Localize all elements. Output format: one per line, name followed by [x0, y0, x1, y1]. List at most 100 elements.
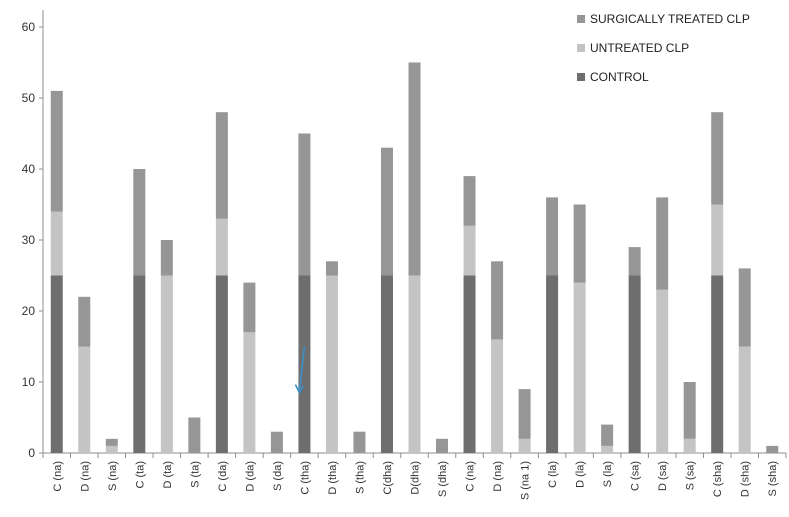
y-tick-label: 0	[28, 446, 35, 460]
x-tick-label: C (la)	[547, 461, 559, 488]
bar-segment-untreated-clp-20	[601, 445, 614, 453]
bar-segment-surgically-treated-clp-5	[188, 417, 201, 453]
x-tick-label: S (la)	[602, 461, 614, 487]
y-tick-label: 10	[22, 375, 36, 389]
bar-segment-untreated-clp-4	[160, 275, 173, 453]
legend-label: UNTREATED CLP	[590, 41, 689, 55]
bar-segment-control-9	[298, 275, 311, 453]
bar-segment-untreated-clp-15	[463, 225, 476, 276]
x-tick-label: C (na)	[52, 461, 64, 492]
legend-swatch	[577, 15, 585, 23]
bar-segment-control-15	[463, 275, 476, 453]
x-tick-label: C (sha)	[712, 461, 724, 497]
x-tick-label: S (sa)	[685, 461, 697, 490]
legend-label: SURGICALLY TREATED CLP	[590, 12, 750, 26]
legend: SURGICALLY TREATED CLP UNTREATED CLP CONTR…	[577, 12, 750, 84]
bar-segment-surgically-treated-clp-15	[463, 176, 476, 226]
bar-segment-untreated-clp-13	[408, 275, 421, 453]
bar-segment-surgically-treated-clp-1	[78, 296, 91, 347]
bar-segment-surgically-treated-clp-24	[711, 112, 724, 205]
x-tick-label: D (ta)	[162, 461, 174, 489]
x-tick-label: S (na)	[107, 461, 119, 491]
x-tick-label: C (tha)	[299, 461, 311, 495]
bar-segment-untreated-clp-25	[738, 346, 751, 453]
axes-layer: 0 10 20 30 40 50 60 C (na) D (na) S (na) C (ta) D (…	[22, 10, 787, 500]
bar-segment-control-18	[546, 275, 559, 453]
bar-segment-surgically-treated-clp-23	[683, 382, 696, 439]
x-tick-label: C (sa)	[630, 461, 642, 491]
bar-segment-untreated-clp-10	[325, 275, 338, 453]
annotation-arrow	[294, 346, 306, 395]
x-tick-label: S (sha)	[767, 461, 779, 496]
x-tick-label: D (sa)	[657, 461, 669, 491]
x-tick-label: S (ta)	[189, 461, 201, 488]
bar-segment-surgically-treated-clp-16	[491, 261, 504, 340]
bar-segment-surgically-treated-clp-19	[573, 204, 586, 283]
bar-segment-untreated-clp-19	[573, 282, 586, 453]
legend-swatch	[577, 73, 585, 81]
x-tick-label: D (tha)	[327, 461, 339, 495]
bar-segment-untreated-clp-6	[215, 218, 228, 276]
legend-swatch	[577, 44, 585, 52]
x-tick-label: S (tha)	[354, 461, 366, 494]
x-tick-label: D (la)	[575, 461, 587, 488]
x-tick-label: C (da)	[217, 461, 229, 492]
annotation-layer	[294, 346, 306, 395]
y-tick-label: 40	[22, 162, 36, 176]
x-tick-label: D (da)	[244, 461, 256, 492]
bar-segment-control-6	[215, 275, 228, 453]
bar-segment-surgically-treated-clp-25	[738, 268, 751, 347]
bars-layer	[50, 62, 779, 453]
bar-segment-surgically-treated-clp-9	[298, 133, 311, 276]
bar-segment-surgically-treated-clp-20	[601, 424, 614, 446]
bar-segment-surgically-treated-clp-10	[325, 261, 338, 276]
x-tick-label: S (dha)	[437, 461, 449, 497]
bar-segment-surgically-treated-clp-26	[766, 445, 779, 453]
bar-segment-surgically-treated-clp-21	[628, 247, 641, 276]
bar-segment-control-24	[711, 275, 724, 453]
bar-segment-control-21	[628, 275, 641, 453]
y-tick-label: 60	[22, 20, 36, 34]
x-tick-label: S (na 1)	[520, 461, 532, 500]
bar-segment-untreated-clp-0	[50, 211, 63, 276]
bar-segment-untreated-clp-23	[683, 438, 696, 453]
bar-segment-surgically-treated-clp-0	[50, 90, 63, 212]
bar-segment-surgically-treated-clp-12	[380, 147, 393, 276]
x-tick-label: D (na)	[492, 461, 504, 492]
bar-segment-control-12	[380, 275, 393, 453]
bar-segment-untreated-clp-17	[518, 438, 531, 453]
y-tick-label: 30	[22, 233, 36, 247]
bar-segment-control-0	[50, 275, 63, 453]
bar-segment-untreated-clp-22	[656, 289, 669, 453]
bar-segment-surgically-treated-clp-6	[215, 112, 228, 219]
bar-segment-control-3	[133, 275, 146, 453]
bar-segment-surgically-treated-clp-11	[353, 431, 366, 453]
x-tick-label: C (ta)	[134, 461, 146, 489]
bar-segment-surgically-treated-clp-7	[243, 282, 256, 333]
bar-segment-surgically-treated-clp-22	[656, 197, 669, 290]
x-tick-label: C (na)	[465, 461, 477, 492]
y-tick-label: 50	[22, 91, 36, 105]
x-tick-label: D (sha)	[740, 461, 752, 497]
bar-segment-surgically-treated-clp-14	[436, 438, 449, 453]
bar-segment-surgically-treated-clp-13	[408, 62, 421, 276]
bar-segment-untreated-clp-2	[105, 445, 118, 453]
bar-segment-surgically-treated-clp-2	[105, 438, 118, 446]
y-tick-label: 20	[22, 304, 36, 318]
x-tick-label: C(dha)	[382, 461, 394, 495]
bar-segment-surgically-treated-clp-4	[160, 240, 173, 276]
bar-segment-untreated-clp-16	[491, 339, 504, 453]
legend-label: CONTROL	[590, 70, 649, 84]
bar-segment-surgically-treated-clp-8	[270, 431, 283, 453]
legend-item-untreated-clp: UNTREATED CLP	[577, 41, 689, 55]
bar-segment-untreated-clp-7	[243, 332, 256, 453]
x-tick-label: D(dha)	[410, 461, 422, 495]
legend-item-surgically-treated-clp: SURGICALLY TREATED CLP	[577, 12, 750, 26]
bar-segment-untreated-clp-24	[711, 204, 724, 276]
bar-segment-surgically-treated-clp-18	[546, 197, 559, 276]
bar-segment-surgically-treated-clp-3	[133, 169, 146, 276]
bar-segment-untreated-clp-1	[78, 346, 91, 453]
x-tick-label: S (da)	[272, 461, 284, 491]
